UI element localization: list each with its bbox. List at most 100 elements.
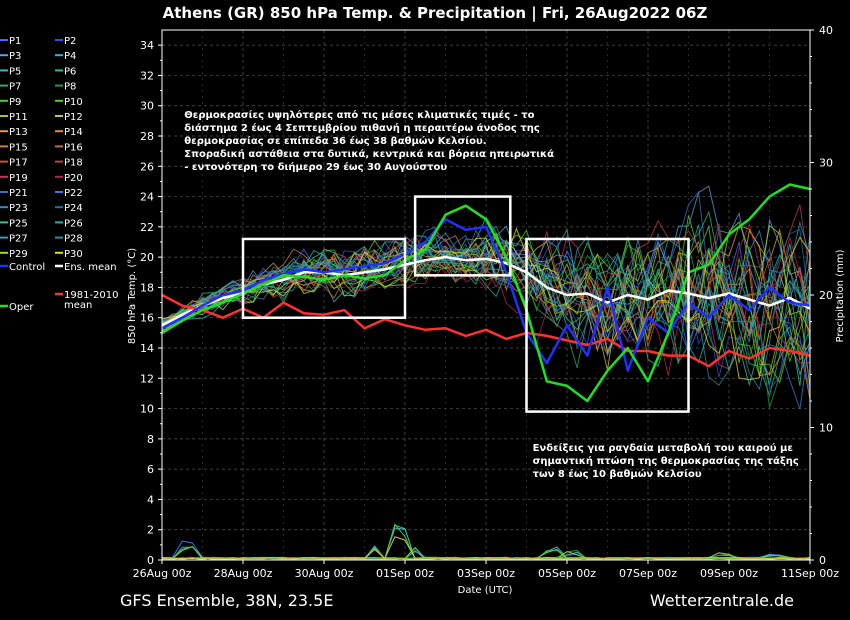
member-line-p12 (161, 229, 811, 388)
legend-item-p21: P21 (0, 188, 28, 199)
legend-item-p16: P16 (55, 142, 83, 153)
legend-label: P16 (64, 142, 83, 153)
legend-label: P29 (9, 249, 28, 260)
y-tick-label: 14 (140, 342, 154, 355)
legend-item-p7: P7 (0, 82, 21, 93)
series-line-oper (161, 183, 811, 403)
x-tick-label: 26Aug 00z (133, 567, 192, 580)
y-tick-label: 2 (147, 524, 154, 537)
legend-item-p24: P24 (55, 203, 83, 214)
legend-item-p26: P26 (55, 218, 83, 229)
legend-item-p17: P17 (0, 158, 28, 169)
annotation-text-1: Θερμοκρασίες υψηλότερες από τις μέσες κλ… (184, 109, 554, 173)
legend-label: P7 (9, 82, 21, 93)
x-tick-label: 05Sep 00z (538, 567, 596, 580)
legend-label: P14 (64, 127, 83, 138)
legend-item-p8: P8 (55, 82, 76, 93)
x-tick-label: 03Sep 00z (457, 567, 515, 580)
y-tick-label: 12 (140, 372, 154, 385)
footer-source: Wetterzentrale.de (650, 591, 794, 610)
member-line-p18 (161, 204, 811, 340)
legend-item-p9: P9 (0, 97, 21, 108)
y-tick-label: 30 (140, 100, 154, 113)
legend-item-p19: P19 (0, 173, 28, 184)
chart-axes: 0246810121416182022242628303234010203040… (133, 24, 840, 580)
y-tick-label: 4 (147, 493, 154, 506)
legend-item-p15: P15 (0, 142, 28, 153)
highlight-box-1 (241, 237, 407, 319)
y-tick-label: 28 (140, 130, 154, 143)
series-line-1981-2010-mean (161, 293, 811, 368)
member-line-p25 (161, 251, 811, 387)
y-tick-label: 32 (140, 69, 154, 82)
legend-item-p1: P1 (0, 36, 21, 47)
y-tick-label: 34 (140, 39, 154, 52)
legend-label: P8 (64, 82, 76, 93)
legend-item-p10: P10 (55, 97, 83, 108)
chart-title: Athens (GR) 850 hPa Temp. & Precipitatio… (163, 4, 708, 23)
y-tick-label: 6 (147, 463, 154, 476)
legend-label: P21 (9, 188, 28, 199)
legend-label: Oper (9, 302, 34, 313)
member-line-p14 (161, 243, 811, 400)
legend-item-p6: P6 (55, 66, 76, 77)
legend-item-p13: P13 (0, 127, 28, 138)
legend-label: P20 (64, 173, 83, 184)
chart-legend: P1 P2 P3 P4 P5 P6 P7 P8 P9 P10 P11 P12 P13 P14 P15 P16 P… (0, 36, 119, 313)
legend-item-p22: P22 (55, 188, 83, 199)
y-axis-label: 850 hPa Temp. (°C) (127, 248, 138, 344)
legend-label: P4 (64, 51, 76, 62)
legend-label: P22 (64, 188, 83, 199)
precip-line-p12 (161, 536, 811, 560)
legend-label: 1981-2010 mean (64, 290, 119, 311)
legend-item-p30: P30 (55, 249, 83, 260)
legend-label: P6 (64, 66, 76, 77)
x-tick-label: 09Sep 00z (700, 567, 758, 580)
y-tick-label: 26 (140, 160, 154, 173)
legend-label: P2 (64, 36, 76, 47)
legend-label: P10 (64, 97, 83, 108)
footer-model-info: GFS Ensemble, 38N, 23.5E (120, 591, 333, 610)
legend-item-p2: P2 (55, 36, 76, 47)
legend-item-p11: P11 (0, 112, 28, 123)
legend-label: P12 (64, 112, 83, 123)
highlight-box-3 (525, 237, 690, 413)
member-line-p15 (161, 234, 811, 356)
legend-label: P30 (64, 249, 83, 260)
series-line-ens-mean (161, 255, 811, 327)
y-tick-label: 22 (140, 221, 154, 234)
legend-label: P25 (9, 218, 28, 229)
legend-label: P5 (9, 66, 21, 77)
legend-item-p28: P28 (55, 234, 83, 245)
series-lines (161, 183, 811, 403)
y-tick-label: 0 (147, 554, 154, 567)
member-line-p22 (161, 229, 811, 410)
legend-label: P3 (9, 51, 21, 62)
member-line-p5 (161, 216, 811, 364)
precipitation-lines (161, 523, 811, 561)
legend-label: P19 (9, 173, 28, 184)
legend-item-p25: P25 (0, 218, 28, 229)
y-tick-label: 24 (140, 191, 154, 204)
legend-item-control: Control (0, 262, 45, 273)
x-tick-label: 28Aug 00z (214, 567, 273, 580)
legend-item-ens-mean: Ens. mean (55, 262, 117, 273)
x-axis-label: Date (UTC) (458, 585, 513, 596)
legend-label: P28 (64, 234, 83, 245)
annotation-text-2: Ενδείξεις για ραγδαία μεταβολή του καιρο… (533, 442, 799, 480)
legend-item-1981-2010-mean: 1981-2010 mean (55, 290, 119, 311)
legend-item-p12: P12 (55, 112, 83, 123)
legend-label: P17 (9, 158, 28, 169)
y-tick-label: 16 (140, 312, 154, 325)
legend-item-p14: P14 (55, 127, 83, 138)
legend-item-p3: P3 (0, 51, 21, 62)
legend-label: P27 (9, 234, 28, 245)
chart-annotations: Θερμοκρασίες υψηλότερες από τις μέσες κλ… (184, 109, 799, 480)
legend-item-oper: Oper (0, 302, 34, 313)
member-line-p21 (161, 190, 811, 359)
legend-label: Control (9, 262, 45, 273)
legend-item-p27: P27 (0, 234, 28, 245)
legend-item-p5: P5 (0, 66, 21, 77)
highlight-box-2 (413, 195, 512, 277)
legend-label: P26 (64, 218, 83, 229)
